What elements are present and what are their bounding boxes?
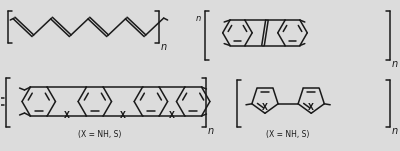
Text: n: n — [392, 59, 398, 69]
Text: (X = NH, S): (X = NH, S) — [78, 130, 122, 139]
Text: X: X — [169, 111, 175, 120]
Text: n: n — [392, 126, 398, 136]
Text: n: n — [161, 42, 167, 52]
Text: (X = NH, S): (X = NH, S) — [266, 130, 310, 139]
Text: X: X — [64, 111, 70, 120]
Text: n: n — [196, 14, 201, 23]
Text: X: X — [120, 111, 126, 120]
Text: X: X — [308, 103, 314, 112]
Text: n: n — [208, 126, 214, 136]
Text: X: X — [262, 103, 268, 112]
